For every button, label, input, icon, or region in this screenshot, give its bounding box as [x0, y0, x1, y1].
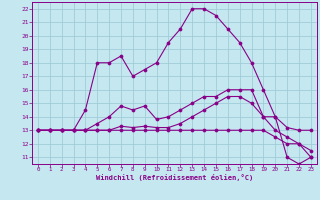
- X-axis label: Windchill (Refroidissement éolien,°C): Windchill (Refroidissement éolien,°C): [96, 174, 253, 181]
